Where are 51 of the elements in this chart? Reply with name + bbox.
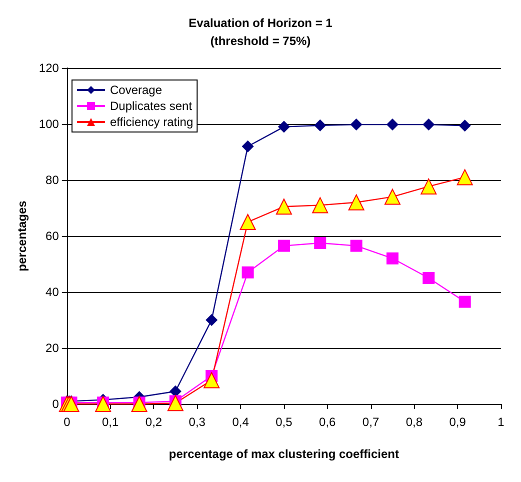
x-tick-label: 0,8 xyxy=(406,415,423,429)
point xyxy=(95,396,112,412)
point xyxy=(348,194,364,210)
x-tick-label: 0,2 xyxy=(145,415,162,429)
point xyxy=(386,118,398,131)
point xyxy=(458,296,471,308)
point xyxy=(167,395,184,412)
y-tick-label: 60 xyxy=(46,229,60,243)
point xyxy=(386,252,398,264)
x-axis-title: percentage of max clustering coefficient xyxy=(168,447,399,461)
x-tick-label: 0,1 xyxy=(102,415,119,429)
x-tick-label: 0 xyxy=(64,415,71,429)
point xyxy=(458,120,471,132)
x-tick-label: 0,7 xyxy=(362,415,380,429)
point xyxy=(314,237,326,249)
y-tick-label: 80 xyxy=(46,173,60,187)
point xyxy=(420,178,437,194)
point xyxy=(206,314,218,326)
point xyxy=(276,198,292,215)
x-tick-label: 1 xyxy=(498,415,505,429)
legend-label: efficiency rating xyxy=(110,115,194,129)
chart-subtitle: (threshold = 75%) xyxy=(210,34,311,48)
point xyxy=(278,240,290,252)
legend-label: Coverage xyxy=(110,83,162,97)
point xyxy=(204,372,220,388)
point xyxy=(131,396,148,412)
point xyxy=(456,169,473,186)
point xyxy=(278,120,290,133)
chart-title: Evaluation of Horizon = 1 xyxy=(188,16,333,30)
point xyxy=(422,272,435,284)
y-tick-label: 100 xyxy=(38,117,60,131)
y-tick-label: 0 xyxy=(52,397,60,411)
point xyxy=(350,240,362,252)
y-tick-label: 40 xyxy=(46,285,60,299)
point xyxy=(242,140,254,152)
legend-label: Duplicates sent xyxy=(110,99,193,113)
point xyxy=(314,119,326,132)
x-tick-label: 0,4 xyxy=(232,415,250,429)
point xyxy=(242,266,254,278)
point xyxy=(422,118,435,131)
x-tick-label: 0,3 xyxy=(188,415,206,429)
x-tick-label: 0,5 xyxy=(276,415,293,429)
point xyxy=(312,197,328,214)
point xyxy=(350,118,362,131)
x-tick-label: 0,9 xyxy=(449,415,466,429)
x-tick-label: 0,6 xyxy=(319,415,336,429)
point xyxy=(240,214,256,230)
y-tick-label: 20 xyxy=(46,341,60,355)
y-tick-label: 120 xyxy=(38,61,60,75)
point xyxy=(384,188,400,205)
y-axis-title: percentages xyxy=(15,200,29,272)
